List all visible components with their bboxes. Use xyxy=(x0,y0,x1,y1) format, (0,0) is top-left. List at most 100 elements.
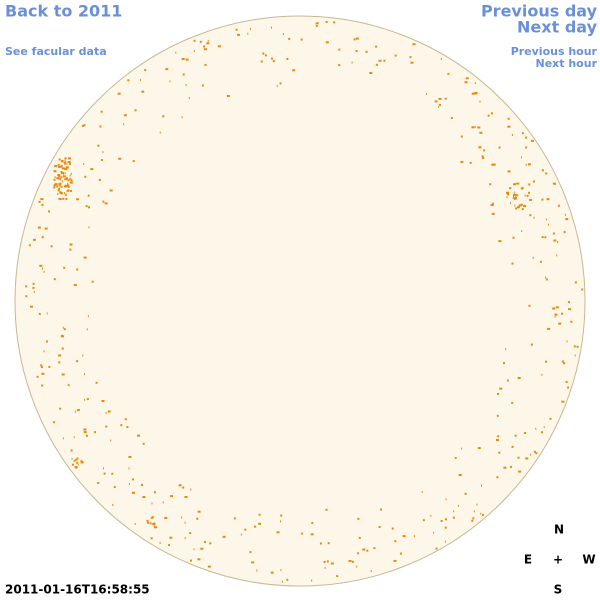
facula xyxy=(60,160,62,163)
facula xyxy=(378,526,381,528)
facula xyxy=(509,187,512,190)
facula xyxy=(97,482,100,484)
facula xyxy=(573,345,576,348)
facula xyxy=(32,282,35,285)
facula xyxy=(503,466,507,469)
facula xyxy=(439,103,441,106)
facula xyxy=(438,97,442,100)
facula xyxy=(58,197,61,200)
facula xyxy=(64,157,67,160)
facula xyxy=(457,504,459,507)
timestamp: 2011-01-16T16:58:55 xyxy=(5,583,150,597)
facula xyxy=(67,161,71,163)
facula xyxy=(42,267,43,270)
facula xyxy=(369,72,373,74)
facula xyxy=(105,412,107,414)
facula xyxy=(80,460,83,463)
facula xyxy=(209,542,212,545)
previous-day-link[interactable]: Previous day xyxy=(481,2,598,21)
facula xyxy=(70,172,72,175)
facula xyxy=(515,194,519,197)
facula xyxy=(532,256,534,259)
facula xyxy=(100,110,103,113)
facula xyxy=(66,177,69,180)
facula xyxy=(142,442,145,445)
back-link[interactable]: Back to 2011 xyxy=(5,2,122,21)
previous-hour-link[interactable]: Previous hour xyxy=(511,45,598,58)
facula xyxy=(545,276,547,279)
facula xyxy=(348,560,352,562)
facula xyxy=(88,206,90,209)
facula xyxy=(203,48,207,51)
facula xyxy=(61,186,63,188)
facula xyxy=(57,174,61,176)
facula xyxy=(206,42,210,45)
facula xyxy=(288,37,291,40)
facula xyxy=(507,170,511,173)
facula xyxy=(498,240,502,243)
facula xyxy=(561,312,563,315)
next-hour-link[interactable]: Next hour xyxy=(536,57,598,70)
facula xyxy=(134,109,137,112)
facula xyxy=(513,191,515,194)
facula xyxy=(357,517,360,520)
facula xyxy=(85,205,88,208)
facula xyxy=(272,60,275,63)
facula xyxy=(83,428,87,431)
facula xyxy=(383,59,386,62)
facula xyxy=(84,398,86,401)
facula xyxy=(74,410,76,413)
facula xyxy=(548,223,549,226)
facula xyxy=(185,58,189,61)
facula xyxy=(514,197,518,200)
facula xyxy=(197,510,201,513)
facula xyxy=(57,193,59,195)
facula xyxy=(103,472,106,475)
facula xyxy=(126,426,129,429)
facula xyxy=(99,125,102,128)
facula xyxy=(528,191,530,194)
facula xyxy=(546,198,550,201)
facula xyxy=(184,521,186,524)
facula xyxy=(330,562,334,565)
facula xyxy=(170,495,174,498)
facula xyxy=(421,491,423,494)
facula xyxy=(76,409,80,412)
facula xyxy=(61,167,65,170)
facula xyxy=(67,179,70,182)
facula xyxy=(517,456,520,459)
facula xyxy=(338,48,341,51)
facula xyxy=(489,183,492,186)
facula xyxy=(503,362,505,365)
facula xyxy=(336,575,339,578)
next-day-link[interactable]: Next day xyxy=(517,18,598,37)
compass-east: E xyxy=(524,553,532,567)
facula xyxy=(50,245,53,248)
facula xyxy=(554,182,556,185)
facula xyxy=(444,526,447,529)
facula xyxy=(132,478,134,481)
facula xyxy=(511,262,514,265)
facula xyxy=(539,260,542,263)
facula xyxy=(533,450,536,453)
facula xyxy=(61,172,64,175)
facula xyxy=(41,236,44,239)
facula xyxy=(33,290,35,293)
facula xyxy=(564,213,566,216)
facula xyxy=(63,192,65,195)
facula xyxy=(63,328,66,331)
facula xyxy=(28,244,31,247)
facula xyxy=(62,175,64,178)
facular-link[interactable]: See facular data xyxy=(5,45,107,58)
facula xyxy=(64,159,66,162)
facula xyxy=(545,278,548,281)
facula xyxy=(279,82,282,85)
facula xyxy=(464,81,468,84)
facula xyxy=(86,398,89,401)
facula xyxy=(67,183,68,185)
facula xyxy=(479,131,483,134)
facula xyxy=(506,191,509,194)
facula xyxy=(59,184,61,187)
facula xyxy=(181,58,185,60)
facula xyxy=(282,33,284,36)
